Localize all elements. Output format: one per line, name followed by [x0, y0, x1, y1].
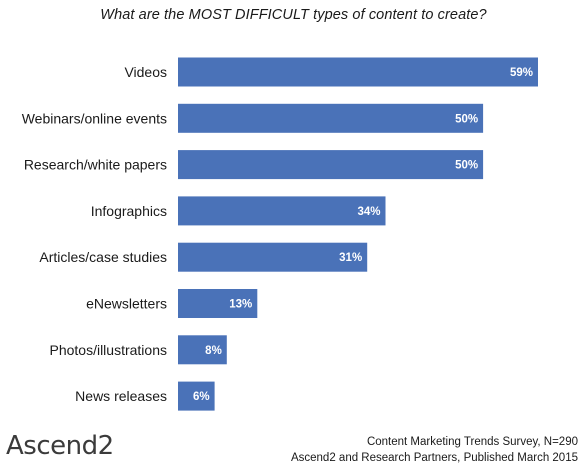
category-label: Photos/illustrations — [49, 342, 167, 358]
category-label: Webinars/online events — [22, 110, 167, 126]
footer-line-2: Ascend2 and Research Partners, Published… — [290, 452, 578, 464]
value-label: 8% — [205, 345, 222, 357]
bar-infographics — [178, 196, 386, 226]
footer-source: Content Marketing Trends Survey, N=290 A… — [291, 434, 578, 466]
value-label: 34% — [357, 206, 380, 218]
bar-photos-illustrations — [178, 335, 227, 365]
footer-line-1: Content Marketing Trends Survey, N=290 — [366, 436, 578, 448]
bar-articles-case-studies — [178, 242, 368, 272]
bar-chart: Videos 59% Webinars/online events 50% Resear… — [22, 57, 538, 411]
bar-webinars-online-events — [178, 103, 484, 133]
chart-title: What are the MOST DIFFICULT types of con… — [100, 7, 487, 23]
category-label: Research/white papers — [24, 157, 167, 173]
category-label: Articles/case studies — [39, 249, 167, 265]
value-label: 31% — [339, 252, 362, 264]
value-label: 6% — [193, 391, 210, 403]
category-label: eNewsletters — [86, 296, 167, 312]
value-label: 59% — [510, 67, 533, 79]
bar-research-white-papers — [178, 150, 484, 180]
ascend2-logo: Ascend2 — [6, 431, 114, 461]
value-label: 50% — [455, 160, 478, 172]
bar-videos — [178, 57, 538, 87]
bars-layer: Videos 59% Webinars/online events 50% Resear… — [22, 57, 538, 411]
value-label: 13% — [229, 299, 252, 311]
bar-news-releases — [178, 381, 215, 411]
category-label: News releases — [75, 388, 167, 404]
category-label: Videos — [124, 64, 167, 80]
logo-number: 2 — [97, 431, 115, 461]
category-label: Infographics — [91, 203, 167, 219]
bar-enewsletters — [178, 289, 258, 318]
logo-text: Ascend — [6, 431, 98, 461]
value-label: 50% — [455, 113, 478, 125]
